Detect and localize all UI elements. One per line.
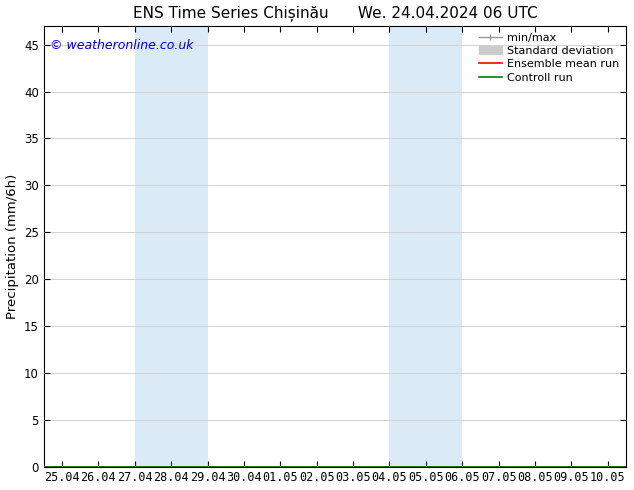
Y-axis label: Precipitation (mm/6h): Precipitation (mm/6h) <box>6 173 18 319</box>
Text: © weatheronline.co.uk: © weatheronline.co.uk <box>49 39 193 52</box>
Bar <box>389 26 462 466</box>
Legend: min/max, Standard deviation, Ensemble mean run, Controll run: min/max, Standard deviation, Ensemble me… <box>475 28 624 87</box>
Bar <box>135 26 207 466</box>
Title: ENS Time Series Chișinău      We. 24.04.2024 06 UTC: ENS Time Series Chișinău We. 24.04.2024 … <box>133 5 537 22</box>
